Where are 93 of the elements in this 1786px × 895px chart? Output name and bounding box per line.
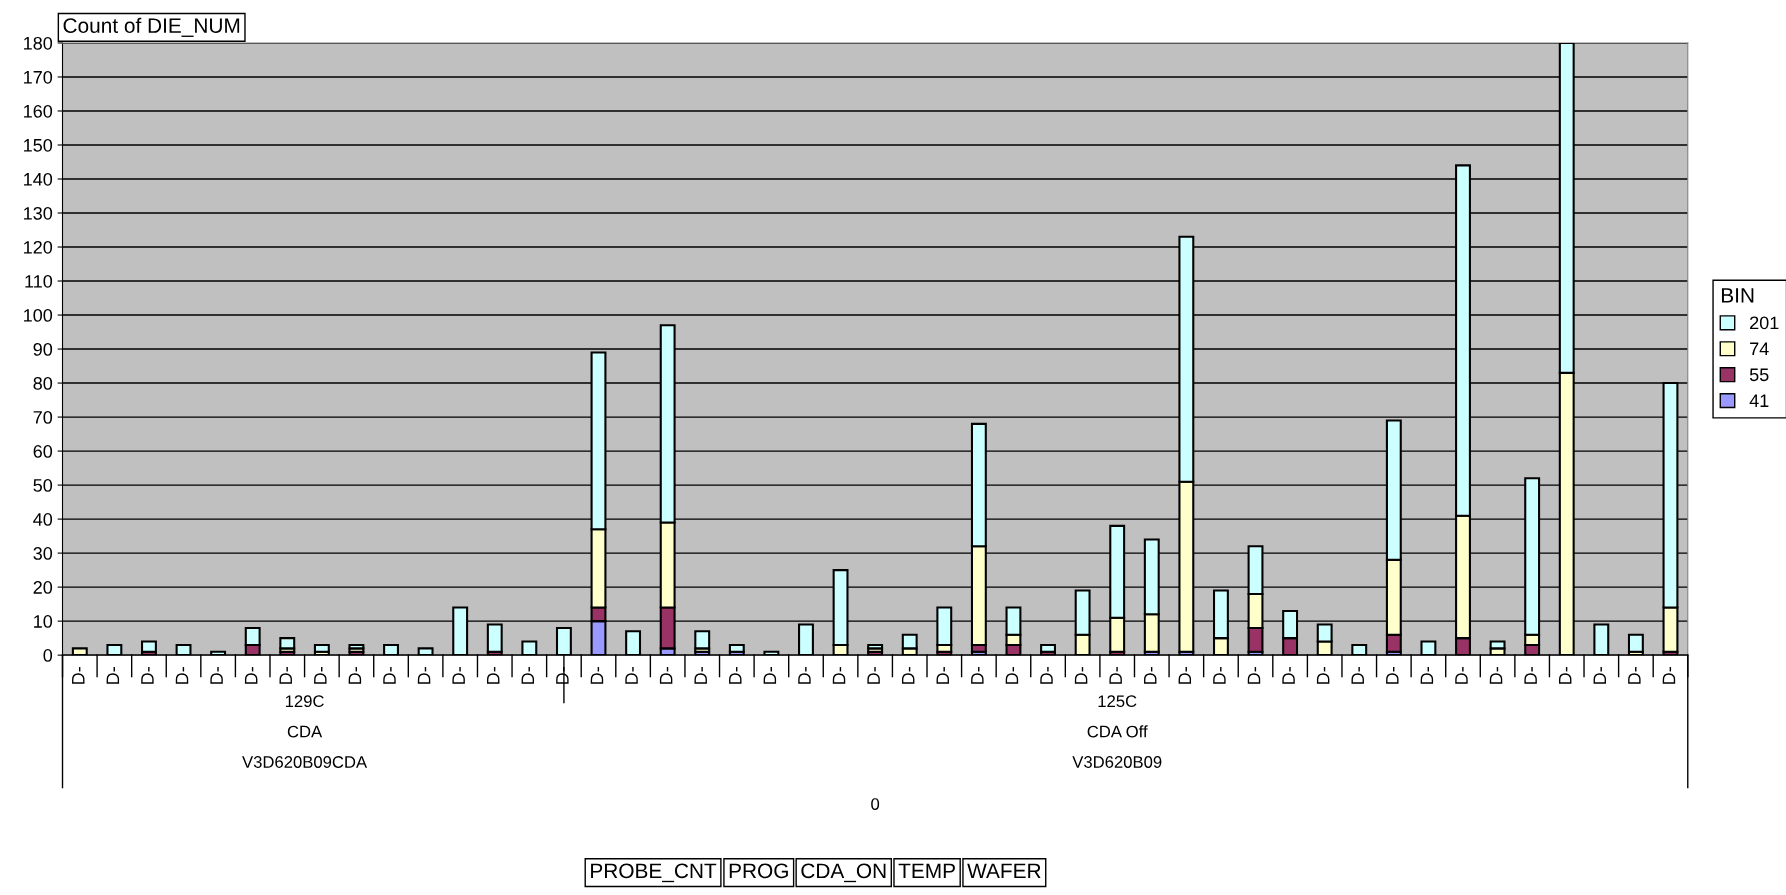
y-tick-label: 80	[33, 376, 53, 390]
text: PROG	[729, 863, 788, 879]
x-tick-label: D-	[314, 667, 327, 684]
x-tick-label: D-	[556, 667, 569, 684]
text: 125C	[1098, 695, 1137, 708]
x-tick-label: D-	[798, 667, 811, 684]
bar	[348, 643, 365, 650]
x-tick-label: D-	[521, 667, 535, 684]
x-tick-label: D-	[867, 667, 880, 684]
x-tick-label: D-	[901, 667, 915, 684]
text: TEMP	[898, 863, 955, 879]
x-tick-label: D-	[1386, 667, 1399, 684]
y-tick-label: 10	[34, 615, 53, 628]
x-tick-label: D-	[244, 667, 258, 684]
x-tick-label: D-	[763, 667, 777, 684]
chart-title: Count of DIE_NUM	[63, 17, 240, 37]
y-tick-label: 40	[33, 513, 53, 526]
y-tick-label: 180	[24, 36, 53, 50]
text: CDA	[287, 725, 323, 738]
x-tick-label: D-	[1040, 667, 1053, 684]
text: PROBE_CNT	[591, 863, 717, 883]
legend-title: BIN	[1721, 288, 1754, 303]
y-tick-label: 100	[24, 308, 53, 322]
bar	[728, 643, 745, 653]
text: V3D620B09	[1072, 756, 1162, 768]
x-tick-label: D-	[971, 667, 984, 684]
legend-label: 201	[1750, 316, 1779, 330]
x-tick-label: D-	[1558, 667, 1572, 684]
x-tick-label: D-	[694, 667, 707, 684]
x-tick-label: D-	[659, 667, 673, 684]
x-tick-label: D-	[832, 667, 846, 684]
x-tick-label: D-	[1282, 667, 1295, 684]
bar	[1040, 643, 1056, 653]
x-tick-label: D-	[141, 667, 154, 684]
x-tick-label: D-	[729, 667, 742, 684]
legend-label: 74	[1750, 342, 1769, 356]
y-tick-label: 130	[24, 206, 53, 220]
bar	[141, 640, 157, 653]
x-tick-label: D-	[1662, 667, 1676, 684]
legend-label: 41	[1749, 394, 1769, 407]
y-tick-label: 50	[33, 479, 53, 492]
x-tick-label: D-	[1455, 667, 1468, 684]
x-tick-label: D-	[279, 667, 292, 684]
x-tick-label: D-	[348, 667, 362, 684]
x-tick-label: D-	[175, 667, 189, 684]
text: WAFER	[967, 863, 1041, 879]
y-tick-label: 170	[24, 70, 53, 84]
x-tick-label: D-	[590, 667, 604, 684]
bar	[694, 630, 711, 650]
y-tick-label: 70	[33, 411, 53, 424]
x-tick-label: D-	[625, 667, 638, 684]
x-tick-label: D-	[1593, 667, 1606, 684]
y-tick-label: 90	[33, 342, 53, 356]
x-tick-label: D-	[383, 667, 396, 684]
text: CDA Off	[1087, 725, 1148, 738]
text: 0	[871, 798, 880, 810]
x-tick-label: D-	[72, 667, 85, 684]
text: 129C	[285, 695, 324, 708]
x-tick-label: D-	[1109, 667, 1122, 684]
x-tick-label: D-	[1316, 667, 1330, 684]
y-tick-label: 160	[24, 104, 53, 118]
y-tick-label: 60	[33, 445, 53, 458]
bar	[279, 637, 296, 650]
x-tick-label: D-	[1213, 667, 1226, 684]
y-tick-label: 20	[33, 581, 53, 594]
bar	[1627, 633, 1644, 653]
x-tick-label: D-	[1628, 667, 1641, 684]
x-tick-label: D-	[1178, 667, 1192, 684]
bar	[867, 643, 884, 650]
bar	[313, 643, 330, 653]
x-tick-label: D-	[1351, 667, 1364, 684]
x-tick-label: D-	[1524, 667, 1537, 684]
text: V3D620B09CDA	[242, 756, 368, 768]
x-tick-label: D-	[487, 667, 500, 684]
y-tick-label: 120	[24, 240, 53, 254]
y-tick-label: 30	[33, 547, 53, 560]
x-tick-label: D-	[452, 667, 465, 684]
legend-label: 55	[1749, 368, 1769, 382]
x-tick-label: D-	[1420, 667, 1434, 684]
x-tick-label: D-	[1247, 667, 1261, 684]
x-tick-label: D-	[1074, 667, 1088, 684]
x-tick-label: D-	[106, 667, 120, 684]
y-tick-label: 150	[24, 138, 53, 152]
y-tick-label: 110	[25, 274, 53, 288]
y-tick-label: 140	[24, 172, 53, 186]
x-tick-label: D-	[417, 667, 431, 684]
x-tick-label: D-	[1144, 667, 1157, 684]
x-tick-label: D-	[1005, 667, 1019, 684]
x-tick-label: D-	[1489, 667, 1503, 684]
x-tick-label: D-	[210, 667, 223, 684]
text: CDA_ON	[801, 863, 886, 883]
x-tick-label: D-	[936, 667, 949, 684]
y-tick-label: 0	[43, 649, 53, 662]
